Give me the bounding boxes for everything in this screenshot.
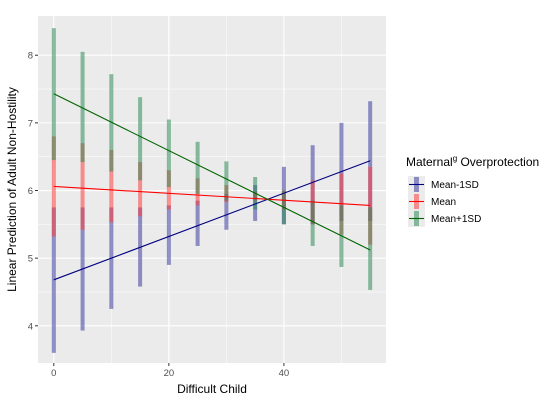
legend-label-mean-1sd: Mean-1SD	[431, 180, 479, 191]
x-tick-label: 0	[51, 368, 56, 379]
legend-title-main: Maternal	[406, 155, 453, 169]
x-tick-label: 20	[164, 368, 175, 379]
fit-line-mean	[53, 185, 371, 206]
legend-title: Maternalg Overprotection	[406, 154, 539, 169]
error-bar-mean-1sd	[166, 205, 171, 265]
legend: Maternalg Overprotection Mean-1SD Mean Mea…	[406, 154, 539, 227]
error-bar-mean	[109, 149, 114, 223]
error-bar-mean	[166, 170, 171, 210]
error-bar-mean-1sd	[138, 97, 143, 181]
error-bar-mean-1sd	[368, 207, 373, 290]
error-bar-mean-1sd	[224, 193, 229, 230]
legend-title-superscript: g	[453, 154, 457, 163]
y-tick-label: 4	[28, 321, 33, 332]
plot-marks	[51, 28, 373, 353]
error-bar-mean-1sd	[109, 74, 114, 172]
error-bar-mean-1sd	[80, 51, 85, 163]
error-bar-mean	[138, 162, 143, 217]
fit-line-mean-1sd	[53, 93, 371, 251]
axes: 0 20 40 4 5 6 7 8	[28, 51, 289, 379]
error-bar-mean	[368, 166, 373, 245]
y-axis-title: Linear Prediction of Adult Non-Hostility	[5, 87, 19, 292]
error-bar-mean-1sd	[224, 161, 229, 201]
y-tick-label: 5	[28, 254, 33, 265]
fit-line-mean-1sd	[53, 160, 371, 281]
legend-label-mean: Mean	[431, 197, 456, 208]
error-bar-mean-1sd	[195, 141, 200, 194]
y-tick-label: 8	[28, 51, 33, 62]
panel-background	[38, 16, 386, 363]
error-bar-mean-1sd	[166, 119, 171, 188]
y-tick-label: 7	[28, 118, 33, 129]
x-tick-label: 40	[279, 368, 290, 379]
legend-label-mean-1sd: Mean+1SD	[431, 214, 481, 225]
error-bar-mean-1sd	[195, 200, 200, 246]
gridlines	[38, 16, 386, 363]
error-bar-mean-1sd	[51, 207, 56, 353]
error-bar-mean-1sd	[310, 200, 315, 246]
error-bar-mean	[80, 143, 85, 230]
legend-title-rest: Overprotection	[457, 155, 539, 169]
x-axis-title: Difficult Child	[177, 382, 247, 396]
y-tick-label: 6	[28, 186, 33, 197]
